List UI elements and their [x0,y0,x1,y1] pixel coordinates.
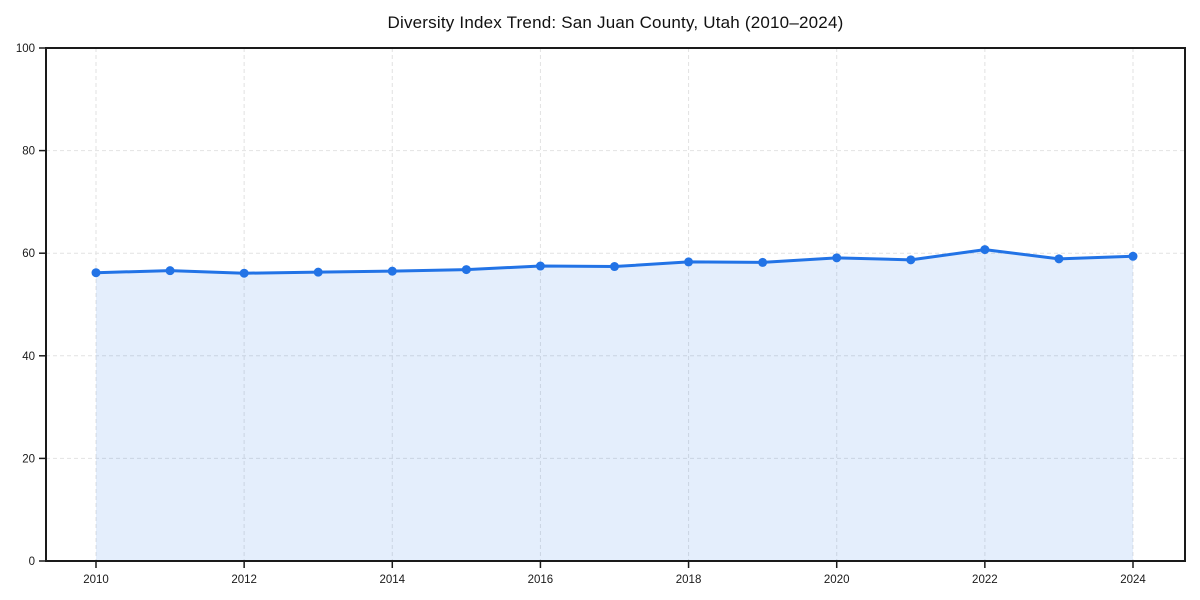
y-tick-label: 40 [22,351,35,363]
x-tick-label: 2012 [231,574,257,586]
x-tick-label: 2022 [972,574,998,586]
x-tick-label: 2018 [676,574,702,586]
chart-title: Diversity Index Trend: San Juan County, … [387,13,844,32]
data-point [387,266,397,276]
data-point [91,268,101,278]
data-point [684,257,694,267]
x-tick-label: 2010 [83,574,109,586]
y-tick-label: 0 [29,556,35,568]
y-tick-label: 60 [22,248,35,260]
data-point [239,268,249,278]
x-tick-label: 2016 [528,574,554,586]
plot-border [45,47,1186,562]
data-point [313,267,323,277]
y-tick-label: 20 [22,453,35,465]
data-point [535,261,545,271]
y-tick-label: 100 [16,43,35,55]
area-fill [96,249,1133,561]
data-point [832,253,842,263]
data-point [906,255,916,265]
x-tick-label: 2020 [824,574,850,586]
data-point [758,257,768,267]
x-tick-label: 2024 [1120,574,1146,586]
x-tick-label: 2014 [379,574,405,586]
data-point [461,265,471,275]
data-point [1128,251,1138,261]
y-tick-label: 80 [22,146,35,158]
data-point [1054,254,1064,264]
data-point [610,262,619,272]
data-point [165,266,175,276]
data-point [980,245,990,255]
